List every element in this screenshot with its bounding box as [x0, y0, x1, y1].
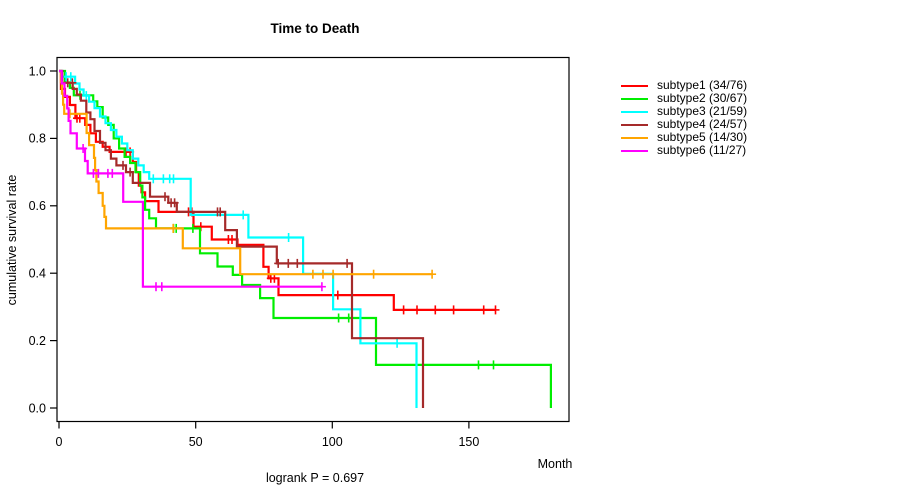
logrank-annotation: logrank P = 0.697	[265, 471, 365, 485]
censor-marks-subtype6	[79, 144, 326, 292]
censor-marks-subtype4	[63, 78, 352, 268]
legend-item-label: subtype1 (34/76)	[657, 78, 748, 92]
legend-line-swatch	[621, 136, 648, 139]
censor-marks-subtype3	[62, 72, 402, 348]
legend-item-label: subtype2 (30/67)	[657, 91, 748, 105]
legend-line-swatch	[621, 123, 648, 126]
chart-title: Time to Death	[270, 21, 360, 36]
legend-item-label: subtype6 (11/27)	[657, 143, 747, 157]
y-axis-label: cumulative survival rate	[5, 174, 19, 306]
legend-item: subtype2 (30/67)	[621, 92, 747, 105]
svg-text:1.0: 1.0	[29, 64, 46, 78]
x-axis-label: Month	[537, 457, 573, 471]
svg-text:0.2: 0.2	[29, 334, 46, 348]
svg-text:0.8: 0.8	[29, 132, 46, 146]
svg-text:150: 150	[458, 435, 479, 449]
legend-line-swatch	[621, 97, 648, 100]
svg-text:0.0: 0.0	[29, 401, 46, 415]
legend-line-swatch	[621, 84, 648, 87]
legend-line-swatch	[621, 110, 648, 113]
censor-marks-subtype2	[76, 90, 498, 370]
legend-item: subtype1 (34/76)	[621, 79, 747, 92]
legend-line-swatch	[621, 149, 648, 152]
legend-item: subtype3 (21/59)	[621, 105, 747, 118]
legend-item-label: subtype4 (24/57)	[657, 117, 748, 131]
svg-text:100: 100	[322, 435, 343, 449]
legend-item: subtype5 (14/30)	[621, 131, 747, 144]
svg-text:0: 0	[56, 435, 63, 449]
legend-item-label: subtype5 (14/30)	[657, 130, 748, 144]
svg-text:0.4: 0.4	[29, 267, 46, 281]
legend-item: subtype4 (24/57)	[621, 118, 747, 131]
censor-marks-subtype5	[65, 109, 437, 279]
curve-subtype6	[59, 69, 322, 288]
y-axis-ticks: 0.0 0.2 0.4 0.6 0.8 1.0	[29, 64, 57, 415]
legend-item-label: subtype3 (21/59)	[657, 104, 748, 118]
svg-text:50: 50	[189, 435, 203, 449]
curve-subtype2	[59, 69, 552, 408]
plot-frame	[56, 56, 570, 423]
curve-subtype4	[59, 69, 425, 408]
legend: subtype1 (34/76) subtype2 (30/67) subtype3…	[621, 79, 747, 157]
censor-marks-subtype1	[73, 113, 500, 315]
curve-subtype5	[59, 69, 433, 276]
x-axis-ticks: 0 50 100 150	[56, 421, 479, 449]
legend-item: subtype6 (11/27)	[621, 144, 747, 157]
svg-text:0.6: 0.6	[29, 199, 46, 213]
